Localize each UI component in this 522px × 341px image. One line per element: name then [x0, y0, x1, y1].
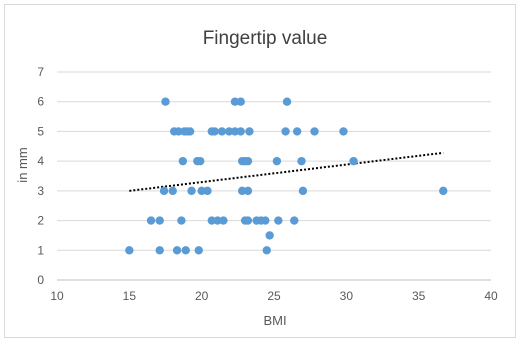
data-point: [230, 127, 240, 136]
data-point: [146, 216, 156, 225]
data-point: [177, 216, 186, 225]
data-point: [439, 186, 448, 196]
data-point: [245, 127, 254, 136]
data-point: [272, 156, 282, 166]
data-point: [203, 186, 212, 196]
data-point: [194, 246, 203, 255]
x-tick-label: 25: [267, 289, 281, 303]
gridlines: [57, 71, 491, 281]
data-point: [230, 97, 240, 106]
data-point: [243, 216, 253, 225]
y-axis-label: in mm: [15, 147, 30, 182]
data-point: [237, 186, 247, 196]
data-point: [274, 216, 283, 225]
x-tick-label: 15: [123, 289, 137, 303]
data-point: [174, 127, 183, 136]
data-point: [187, 186, 196, 196]
y-tick-label: 4: [37, 154, 44, 168]
data-point: [243, 156, 253, 166]
data-point: [243, 186, 253, 196]
data-points: [125, 97, 448, 255]
y-tick-label: 5: [37, 124, 44, 138]
data-point: [310, 127, 319, 136]
data-point: [213, 216, 222, 225]
data-point: [161, 97, 170, 106]
data-point: [282, 97, 292, 106]
chart-area: [4, 4, 516, 338]
y-tick-label: 6: [37, 95, 44, 109]
data-point: [349, 156, 358, 166]
data-point: [196, 156, 205, 166]
x-axis-label: BMI: [263, 313, 286, 328]
y-tick-label: 1: [37, 243, 44, 257]
y-tick-label: 3: [37, 184, 44, 198]
data-point: [265, 231, 274, 240]
x-tick-labels: 10 15 20 25 30 35 40: [50, 289, 498, 303]
data-point: [224, 127, 234, 136]
x-tick-label: 30: [340, 289, 354, 303]
trendline-path: [129, 151, 444, 192]
data-point: [178, 156, 188, 166]
y-tick-labels: 0 1 2 3 4 5 6 7: [37, 65, 44, 287]
x-tick-label: 10: [50, 289, 64, 303]
x-tick-label: 40: [484, 289, 498, 303]
chart-title: Fingertip value: [203, 28, 328, 49]
data-point: [292, 127, 302, 136]
data-point: [236, 127, 245, 136]
trendline: [129, 151, 444, 192]
data-point: [339, 127, 348, 136]
data-point: [197, 186, 206, 196]
data-point: [181, 246, 190, 255]
data-point: [281, 127, 290, 136]
data-point: [297, 156, 306, 166]
data-point: [210, 127, 219, 136]
data-point: [290, 216, 299, 225]
data-point: [262, 246, 271, 255]
y-tick-label: 7: [37, 65, 44, 79]
data-point: [159, 186, 169, 196]
y-tick-label: 0: [37, 273, 44, 287]
data-point: [219, 216, 228, 225]
data-point: [236, 97, 245, 106]
data-point: [217, 127, 227, 136]
y-tick-label: 2: [37, 214, 44, 228]
data-point: [155, 246, 164, 255]
data-point: [298, 186, 308, 196]
x-tick-label: 35: [412, 289, 426, 303]
data-point: [125, 246, 134, 255]
data-point: [261, 216, 270, 225]
data-point: [185, 127, 195, 136]
data-point: [172, 246, 182, 255]
data-point: [155, 216, 164, 225]
data-point: [207, 216, 216, 225]
x-tick-label: 20: [195, 289, 209, 303]
data-point: [168, 186, 177, 196]
